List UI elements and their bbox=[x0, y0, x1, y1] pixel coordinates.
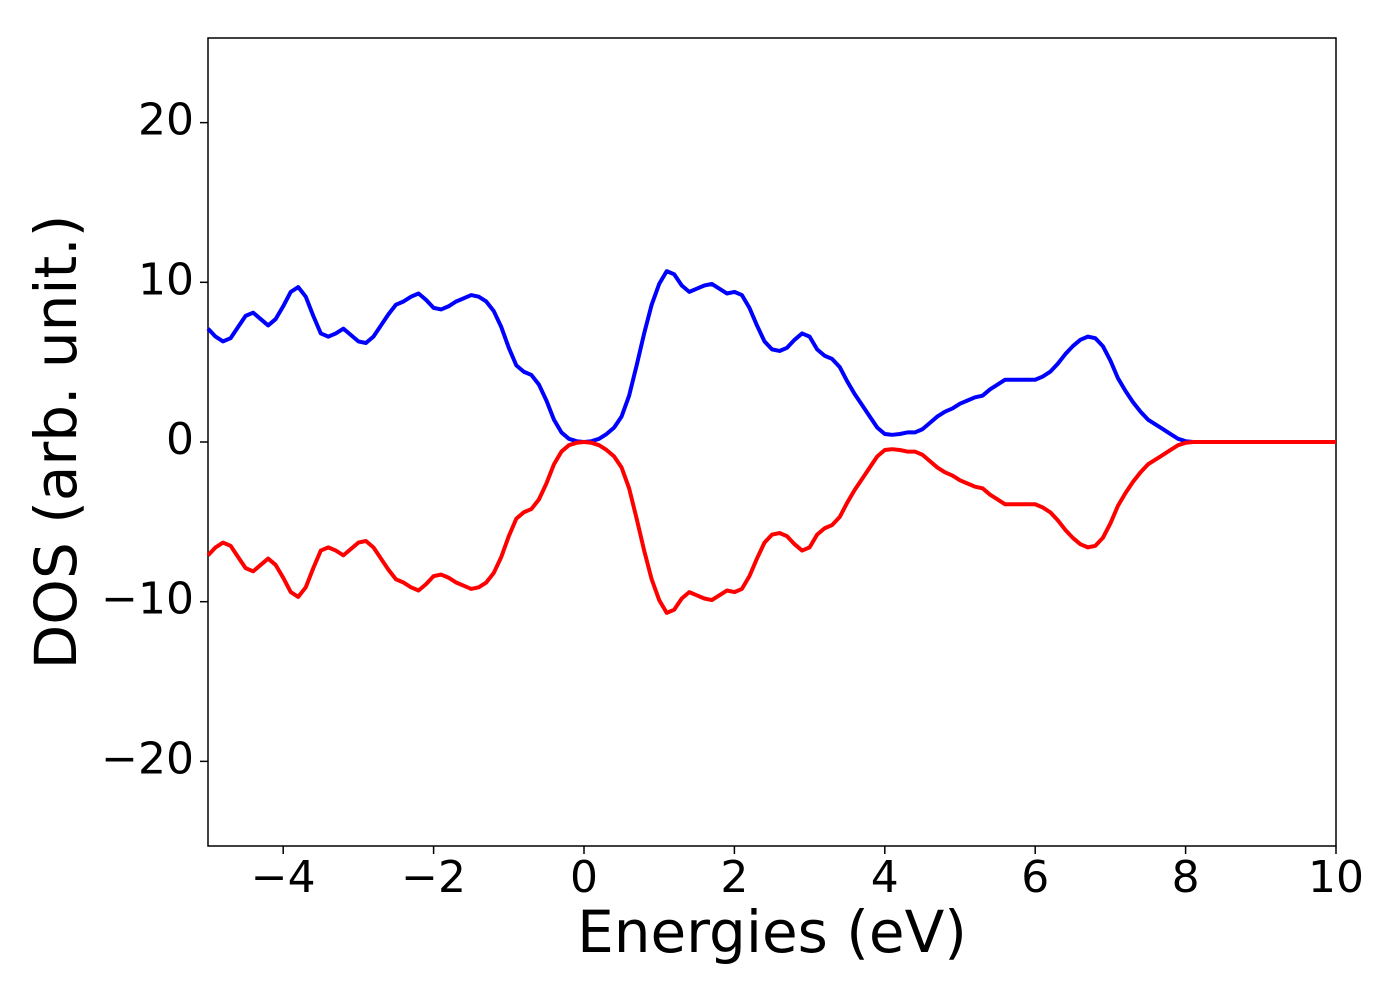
x-tick-label: 10 bbox=[1308, 852, 1364, 903]
dos-line bbox=[206, 440, 1336, 615]
y-tick-label: 20 bbox=[138, 95, 194, 146]
dos-line bbox=[206, 269, 1336, 444]
x-tick-label: 0 bbox=[570, 852, 598, 903]
x-tick-label: 4 bbox=[871, 852, 899, 903]
y-tick-label: 0 bbox=[166, 414, 194, 465]
y-tick-label: 10 bbox=[138, 254, 194, 305]
x-tick-label: 6 bbox=[1021, 852, 1049, 903]
x-tick-label: −2 bbox=[401, 852, 466, 903]
y-tick-label: −20 bbox=[101, 733, 194, 784]
plot-frame bbox=[207, 37, 1337, 847]
y-tick-label: −10 bbox=[101, 574, 194, 625]
x-axis-label: Energies (eV) bbox=[577, 898, 967, 966]
x-tick-label: 2 bbox=[720, 852, 748, 903]
x-tick-label: 8 bbox=[1172, 852, 1200, 903]
x-tick-label: −4 bbox=[251, 852, 316, 903]
y-axis-label: DOS (arb. unit.) bbox=[22, 215, 90, 670]
